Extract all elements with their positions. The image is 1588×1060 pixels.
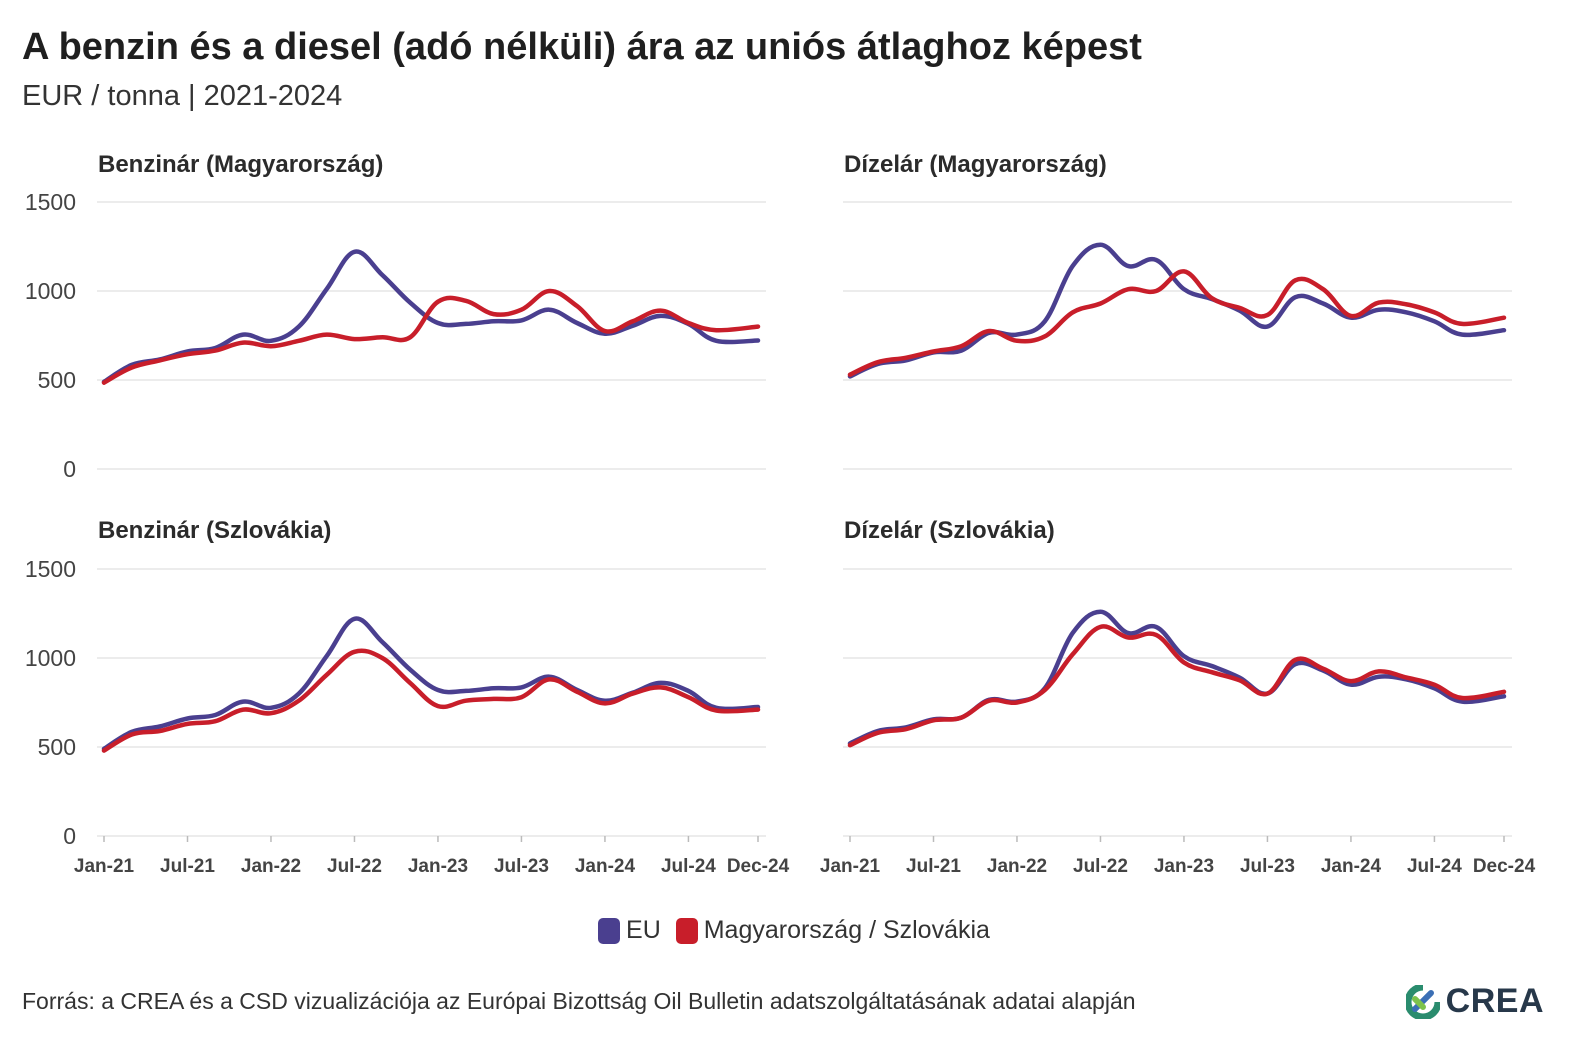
crea-logo: CREA — [1405, 982, 1544, 1021]
x-tick-label: Jul-24 — [661, 856, 716, 877]
series-line-eu[interactable] — [847, 242, 1507, 379]
series-line-country[interactable] — [847, 269, 1507, 377]
legend-item-eu[interactable]: EU — [598, 916, 661, 945]
y-tick-label: 0 — [63, 823, 76, 849]
crea-logo-icon — [1405, 984, 1440, 1019]
panel-title: Benzinár (Magyarország) — [98, 151, 383, 178]
x-tick-label: Jan-23 — [1154, 856, 1214, 877]
page-subtitle: EUR / tonna | 2021-2024 — [22, 80, 343, 112]
x-tick-label: Jan-24 — [575, 856, 636, 877]
x-tick-label: Jul-24 — [1407, 856, 1462, 877]
series-line-eu[interactable] — [101, 616, 761, 752]
x-tick-label: Jul-22 — [327, 856, 382, 877]
y-tick-label: 500 — [38, 734, 76, 760]
legend-swatch-country — [675, 917, 698, 944]
x-tick-label: Jul-23 — [1240, 856, 1295, 877]
x-tick-label: Dec-24 — [1473, 856, 1536, 877]
x-tick-label: Jul-21 — [160, 856, 215, 877]
source-note: Forrás: a CREA és a CSD vizualizációja a… — [22, 988, 1136, 1014]
chart-legend: EU Magyarország / Szlovákia — [0, 916, 1588, 951]
chart-panel-1: Benzinár (Magyarország) 0 500 1000 1500 — [25, 151, 766, 482]
legend-label-eu: EU — [626, 916, 661, 944]
x-tick-label: Dec-24 — [727, 856, 790, 877]
x-tick-label: Jul-21 — [906, 856, 961, 877]
x-tick-label: Jul-22 — [1073, 856, 1128, 877]
series-line-country[interactable] — [101, 288, 761, 385]
legend-item-country[interactable]: Magyarország / Szlovákia — [675, 916, 990, 945]
x-tick-label: Jan-24 — [1321, 856, 1382, 877]
page-title: A benzin és a diesel (adó nélküli) ára a… — [22, 26, 1142, 68]
series-line-country[interactable] — [101, 648, 761, 753]
x-tick-label: Jan-22 — [987, 856, 1047, 877]
y-tick-label: 1000 — [25, 278, 76, 304]
series-line-eu[interactable] — [101, 249, 761, 385]
crea-logo-text: CREA — [1445, 982, 1544, 1020]
chart-panel-4: Dízelár (Szlovákia) Jan-21 Jul-21 Jan-22 Jul… — [820, 517, 1536, 877]
y-tick-label: 500 — [38, 367, 76, 393]
y-tick-label: 1500 — [25, 556, 76, 582]
y-tick-label: 1000 — [25, 645, 76, 671]
legend-label-country: Magyarország / Szlovákia — [703, 916, 990, 944]
y-tick-label: 1500 — [25, 189, 76, 215]
panel-title: Dízelár (Magyarország) — [844, 151, 1107, 178]
x-tick-label: Jan-23 — [408, 856, 468, 877]
series-line-country[interactable] — [847, 624, 1507, 748]
x-tick-label: Jan-21 — [820, 856, 881, 877]
panel-title: Benzinár (Szlovákia) — [98, 517, 331, 544]
chart-panel-3: Benzinár (Szlovákia) 0 500 1000 1500 Jan-21 Ju… — [25, 517, 790, 877]
y-tick-label: 0 — [63, 456, 76, 482]
chart-panel-2: Dízelár (Magyarország) — [843, 151, 1512, 470]
panel-title: Dízelár (Szlovákia) — [844, 517, 1055, 544]
x-tick-label: Jan-22 — [241, 856, 301, 877]
legend-swatch-eu — [598, 917, 621, 944]
x-tick-label: Jul-23 — [494, 856, 549, 877]
x-tick-label: Jan-21 — [74, 856, 135, 877]
